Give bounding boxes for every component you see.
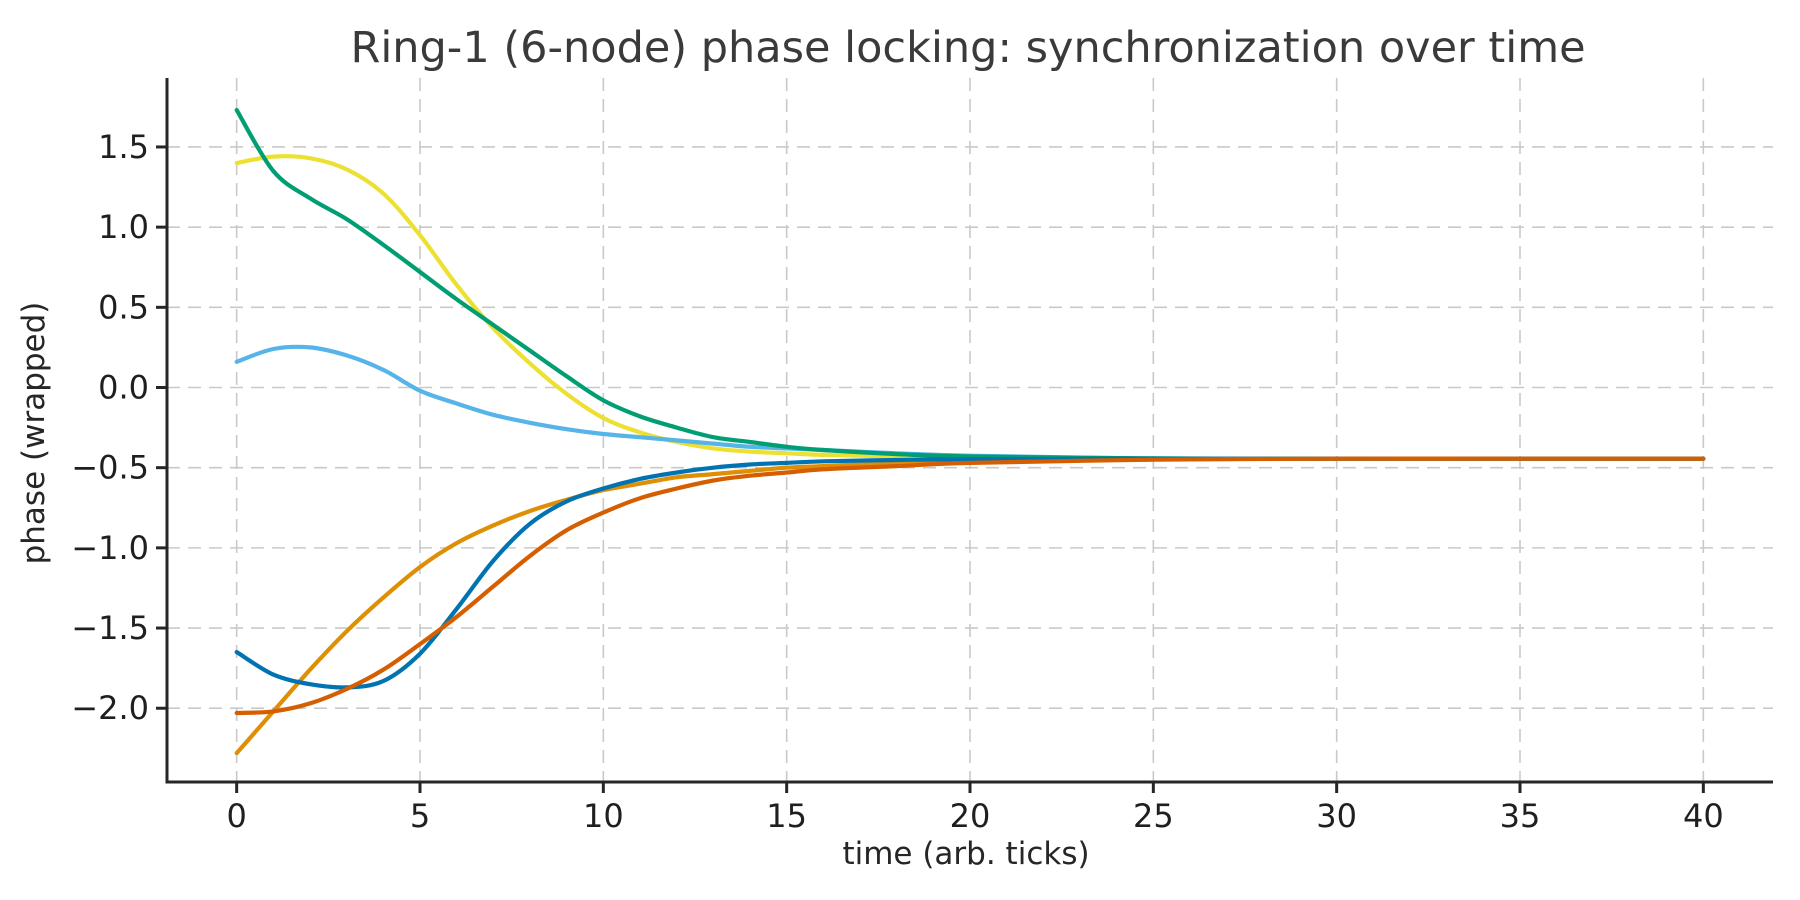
series-line-node-4 [234, 456, 1706, 716]
series-layer [234, 108, 1706, 756]
x-tick-label-30: 30 [1316, 797, 1357, 835]
x-tick-label-5: 5 [410, 797, 430, 835]
y-tick-label-0: 0.0 [98, 369, 149, 407]
x-axis-label: time (arb. ticks) [842, 836, 1089, 872]
y-tick-label--2: −2.0 [71, 689, 149, 727]
axis-layer [156, 78, 1773, 793]
y-tick-label--1.5: −1.5 [71, 609, 149, 647]
x-tick-label-10: 10 [583, 797, 624, 835]
y-axis-label: phase (wrapped) [16, 302, 52, 565]
x-tick-label-0: 0 [226, 797, 246, 835]
y-tick-label--1: −1.0 [71, 529, 149, 567]
x-tick-label-35: 35 [1500, 797, 1541, 835]
x-tick-label-20: 20 [950, 797, 991, 835]
x-tick-label-25: 25 [1133, 797, 1174, 835]
grid-layer [167, 78, 1773, 782]
x-tick-label-15: 15 [766, 797, 807, 835]
chart-title: Ring-1 (6-node) phase locking: synchroni… [350, 23, 1585, 73]
x-tick-label-40: 40 [1683, 797, 1724, 835]
tick-label-layer: 0 5 10 15 20 25 30 35 40 1.5 1.0 0.5 0.0 −0.5 −1.0 −1.5… [71, 128, 1723, 835]
y-tick-label--0.5: −0.5 [71, 449, 149, 487]
y-tick-label-1: 1.0 [98, 208, 149, 246]
y-tick-label-0.5: 0.5 [98, 288, 149, 326]
y-tick-label-1.5: 1.5 [98, 128, 149, 166]
